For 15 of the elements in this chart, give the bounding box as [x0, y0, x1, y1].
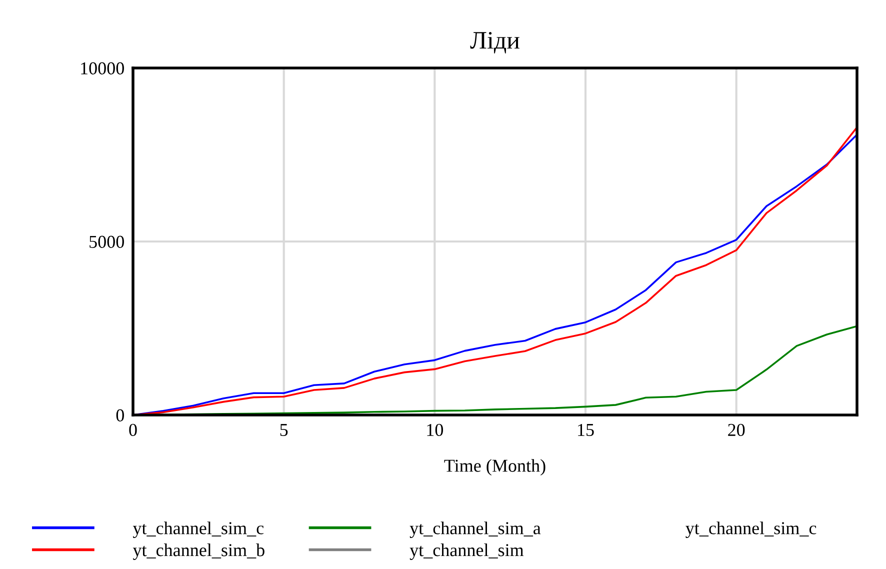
x-tick-label: 0	[129, 424, 137, 436]
chart-title: Ліди	[470, 32, 520, 54]
text: yt_channel_sim_c	[686, 522, 816, 538]
y-tick-label: 0	[116, 409, 124, 422]
x-tick-label: 10	[427, 424, 444, 436]
legend-label: yt_channel_sim	[410, 544, 524, 560]
x-axis-title: Time (Month)	[444, 459, 546, 476]
x-tick-label: 5	[280, 424, 288, 436]
y-tick-label: 10000	[81, 62, 124, 74]
y-tick-label: 5000	[90, 236, 124, 248]
legend-label: yt_channel_sim_a	[410, 522, 541, 538]
legend-label: yt_channel_sim_c	[132, 522, 264, 538]
x-tick-label: 20	[728, 424, 745, 436]
legend-label: yt_channel_sim_b	[132, 544, 264, 560]
x-tick-label: 15	[578, 424, 594, 436]
